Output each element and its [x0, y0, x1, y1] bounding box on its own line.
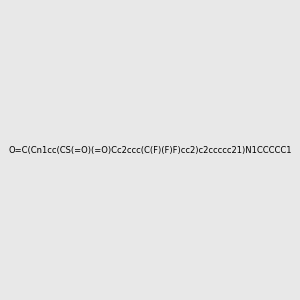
Text: O=C(Cn1cc(CS(=O)(=O)Cc2ccc(C(F)(F)F)cc2)c2ccccc21)N1CCCCC1: O=C(Cn1cc(CS(=O)(=O)Cc2ccc(C(F)(F)F)cc2)… [8, 146, 292, 154]
